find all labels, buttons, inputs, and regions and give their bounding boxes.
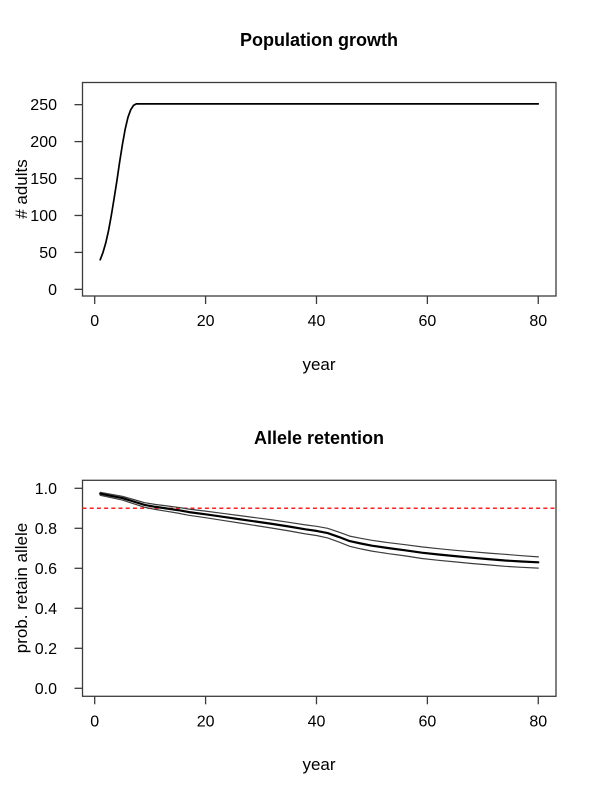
mean-retention-probability-line xyxy=(99,492,540,564)
y-tick-label: 0 xyxy=(48,282,57,299)
x-tick-label: 60 xyxy=(418,313,436,330)
plot-frame xyxy=(81,479,557,697)
x-axis-label-year-bottom: year xyxy=(302,755,336,774)
x-tick-label: 40 xyxy=(308,313,326,330)
allele-retention-plot-area: 0 20 40 60 80 0.0 0.2 0.4 0.6 0.8 1.0 xyxy=(35,479,557,730)
y-tick-label: 0.6 xyxy=(35,561,57,578)
y-tick-label: 0.8 xyxy=(35,521,57,538)
y-tick-label: 150 xyxy=(30,171,57,188)
chart-title-population-growth: Population growth xyxy=(240,30,398,50)
figure-allele-retention: 0 20 40 60 80 0.0 0.2 0.4 0.6 0.8 1.0 Allele reten… xyxy=(0,400,600,799)
y-tick-label: 1.0 xyxy=(35,481,57,498)
x-tick-label: 80 xyxy=(529,313,547,330)
y-tick-label: 0.4 xyxy=(35,601,57,618)
y-tick-label: 50 xyxy=(39,245,57,262)
y-tick-label: 0.0 xyxy=(35,681,57,698)
y-axis-label-prob-retain-allele: prob. retain allele xyxy=(12,522,31,654)
chart-title-allele-retention: Allele retention xyxy=(253,428,385,448)
population-growth-plot-area: 0 20 40 60 80 0 50 100 150 200 250 xyxy=(30,81,557,330)
x-tick-label: 60 xyxy=(418,713,436,730)
x-tick-label: 40 xyxy=(308,713,326,730)
figure-population-growth: 0 20 40 60 80 0 50 100 150 200 250 Population grow… xyxy=(12,30,557,374)
x-tick-label: 0 xyxy=(90,313,99,330)
x-tick-label: 80 xyxy=(529,713,547,730)
mean-number-of-adults-line xyxy=(99,103,540,261)
x-tick-label: 0 xyxy=(90,713,99,730)
y-tick-label: 250 xyxy=(30,97,57,114)
x-axis-label-year-top: year xyxy=(302,355,336,374)
y-tick-label: 100 xyxy=(30,208,57,225)
y-axis-label-num-adults: # adults xyxy=(12,159,31,219)
lower-confidence-bound-line xyxy=(99,494,539,569)
y-tick-label: 0.2 xyxy=(35,641,57,658)
y-tick-label: 200 xyxy=(30,134,57,151)
upper-confidence-bound-line xyxy=(99,491,539,558)
x-tick-label: 20 xyxy=(197,313,215,330)
x-tick-label: 20 xyxy=(197,713,215,730)
plot-frame xyxy=(81,81,557,297)
